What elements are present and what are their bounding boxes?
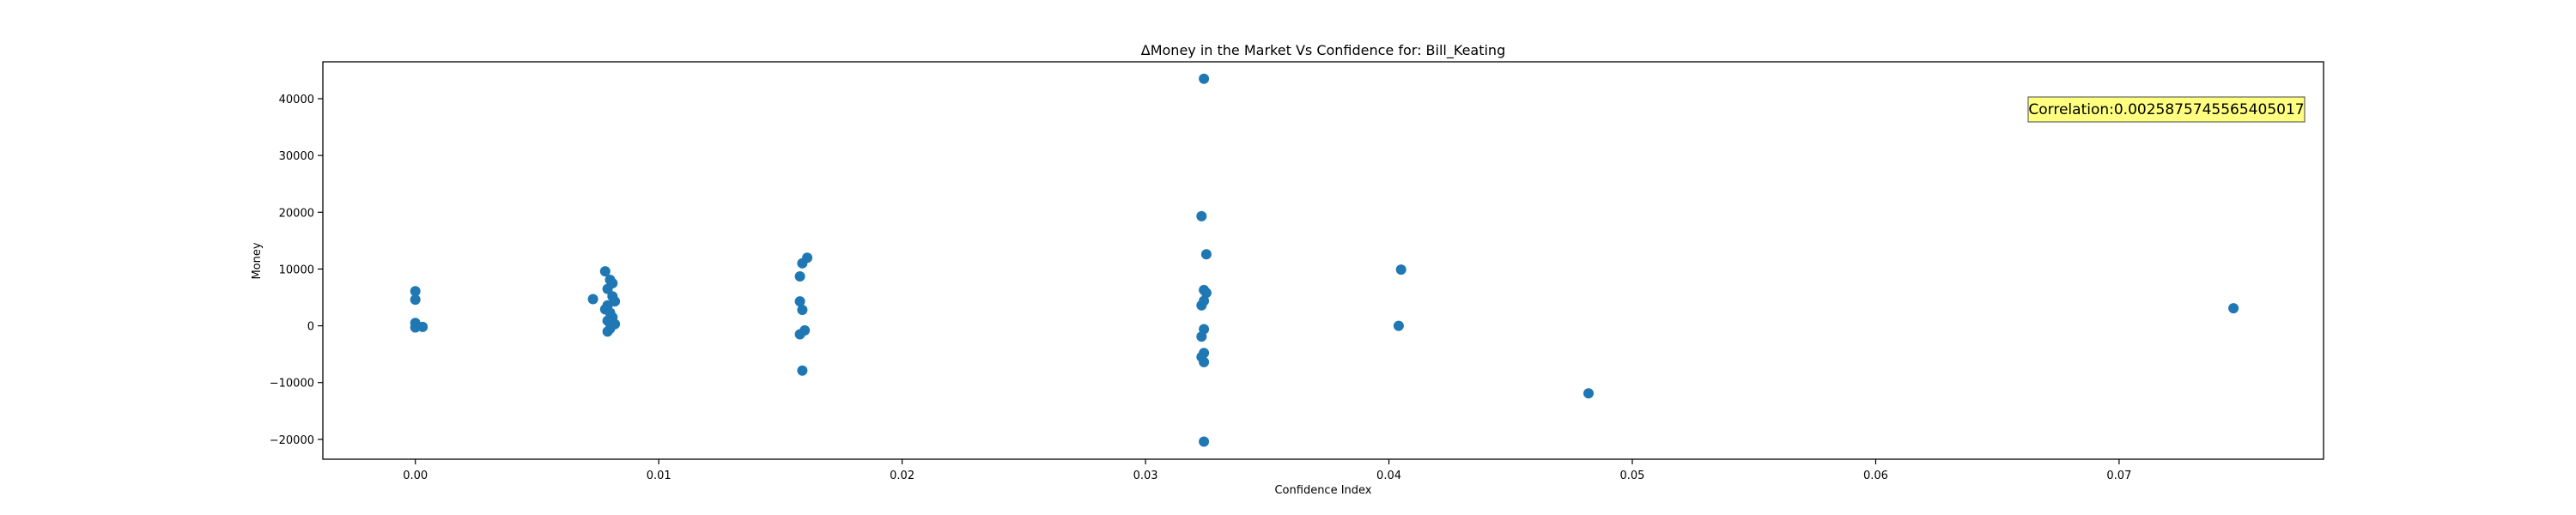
x-tick-label: 0.04 [1376, 470, 1401, 482]
scatter-point [1200, 249, 1212, 260]
scatter-point [797, 258, 808, 269]
x-tick-label: 0.05 [1620, 470, 1645, 482]
x-tick-label: 0.06 [1863, 470, 1888, 482]
y-tick-label: 20000 [279, 207, 314, 220]
scatter-point [599, 266, 611, 277]
scatter-point [794, 296, 805, 307]
y-tick-label: 30000 [279, 150, 314, 163]
scatter-point [797, 365, 808, 376]
scatter-point [1196, 331, 1207, 342]
y-tick-label: 0 [307, 321, 314, 334]
data-points [410, 73, 2239, 447]
scatter-point [1583, 388, 1594, 399]
scatter-point [1199, 356, 1210, 367]
scatter-point [1395, 264, 1406, 276]
scatter-point [602, 326, 613, 337]
y-axis-label: Money [251, 242, 264, 279]
x-tick-label: 0.07 [2106, 470, 2131, 482]
scatter-point [417, 321, 428, 332]
scatter-point [1196, 300, 1207, 311]
x-tick-label: 0.01 [647, 470, 671, 482]
scatter-point [1200, 288, 1212, 299]
scatter-point [794, 329, 805, 340]
scatter-point [587, 294, 598, 305]
x-tick-label: 0.03 [1133, 470, 1158, 482]
x-axis-ticks: 0.00 0.01 0.02 0.03 0.04 0.05 0.06 0.07 [403, 459, 2131, 482]
annotation-text: Correlation:0.0025875745565405017 [2028, 101, 2304, 118]
scatter-point [1393, 320, 1404, 331]
plot-area-frame [322, 61, 2324, 460]
scatter-point [794, 271, 805, 282]
scatter-point [1199, 73, 1210, 84]
scatter-point [1199, 436, 1210, 447]
y-axis-ticks: −20000 −10000 0 10000 20000 30000 40000 [270, 94, 323, 447]
chart-title: ΔMoney in the Market Vs Confidence for: … [1141, 42, 1505, 59]
y-tick-label: −20000 [270, 434, 314, 447]
x-axis-label: Confidence Index [1274, 484, 1371, 497]
annotation-box [2027, 96, 2306, 123]
correlation-annotation: Correlation:0.0025875745565405017 [2027, 96, 2306, 123]
y-tick-label: 10000 [279, 264, 314, 276]
x-tick-label: 0.00 [403, 470, 428, 482]
scatter-point [410, 294, 421, 306]
scatter-point [2228, 303, 2239, 314]
x-tick-label: 0.02 [890, 470, 914, 482]
scatter-point [410, 286, 421, 297]
y-tick-label: 40000 [279, 94, 314, 106]
y-tick-label: −10000 [270, 378, 314, 391]
scatter-point [797, 305, 808, 315]
scatter-point [602, 283, 613, 294]
scatter-point [1196, 210, 1207, 221]
scatter-point [410, 322, 421, 333]
